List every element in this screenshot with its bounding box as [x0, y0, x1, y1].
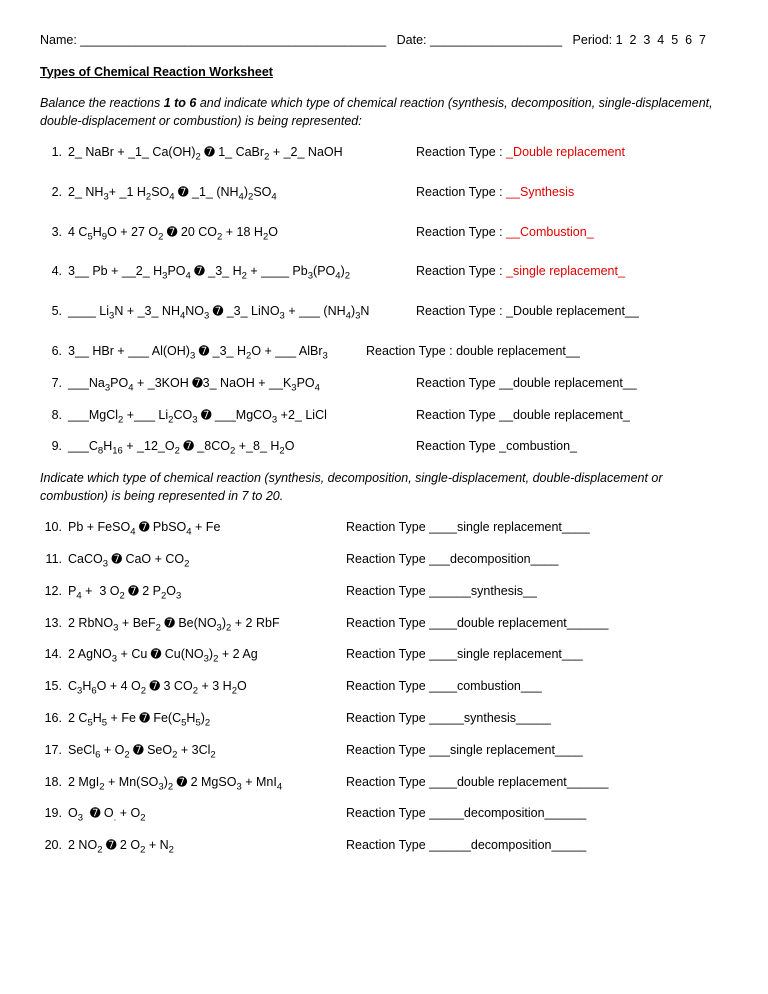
question-number: 1. — [40, 144, 68, 162]
reaction-type[interactable]: Reaction Type __double replacement_ — [398, 407, 728, 425]
equation: O3 ➐ O. + O2 — [68, 805, 328, 825]
equation: 4 C5H9O + 27 O2 ➐ 20 CO2 + 18 H2O — [68, 224, 398, 244]
question-13: 13.2 RbNO3 + BeF2 ➐ Be(NO3)2 + 2 RbFReac… — [40, 615, 728, 635]
equation: ___MgCl2 +___ Li2CO3 ➐ ___MgCO3 +2_ LiCl — [68, 407, 398, 427]
question-7: 7.___Na3PO4 + _3KOH ➐3_ NaOH + __K3PO4Re… — [40, 375, 728, 395]
question-6: 6.3__ HBr + ___ Al(OH)3 ➐ _3_ H2O + ___ … — [40, 343, 728, 363]
question-2: 2.2_ NH3+ _1 H2SO4 ➐ _1_ (NH4)2SO4Reacti… — [40, 184, 728, 204]
instructions-1: Balance the reactions 1 to 6 and indicat… — [40, 95, 728, 130]
question-18: 18.2 MgI2 + Mn(SO3)2 ➐ 2 MgSO3 + MnI4Rea… — [40, 774, 728, 794]
equation: C3H6O + 4 O2 ➐ 3 CO2 + 3 H2O — [68, 678, 328, 698]
reaction-type[interactable]: Reaction Type __double replacement__ — [398, 375, 728, 393]
question-number: 6. — [40, 343, 68, 361]
question-number: 15. — [40, 678, 68, 696]
reaction-type[interactable]: Reaction Type ______synthesis__ — [328, 583, 728, 601]
instr1-bold: 1 to 6 — [164, 96, 197, 110]
instructions-2: Indicate which type of chemical reaction… — [40, 470, 728, 505]
worksheet-title: Types of Chemical Reaction Worksheet — [40, 64, 728, 82]
reaction-type[interactable]: Reaction Type _combustion_ — [398, 438, 728, 456]
question-number: 3. — [40, 224, 68, 242]
question-number: 5. — [40, 303, 68, 321]
equation: 3__ HBr + ___ Al(OH)3 ➐ _3_ H2O + ___ Al… — [68, 343, 348, 363]
question-number: 20. — [40, 837, 68, 855]
equation: 2 NO2 ➐ 2 O2 + N2 — [68, 837, 328, 857]
equation: ____ Li3N + _3_ NH4NO3 ➐ _3_ LiNO3 + ___… — [68, 303, 398, 323]
question-1: 1.2_ NaBr + _1_ Ca(OH)2 ➐ 1_ CaBr2 + _2_… — [40, 144, 728, 164]
question-15: 15.C3H6O + 4 O2 ➐ 3 CO2 + 3 H2OReaction … — [40, 678, 728, 698]
question-number: 7. — [40, 375, 68, 393]
reaction-type[interactable]: Reaction Type ____combustion___ — [328, 678, 728, 696]
equation: 2 MgI2 + Mn(SO3)2 ➐ 2 MgSO3 + MnI4 — [68, 774, 328, 794]
reaction-type[interactable]: Reaction Type _____decomposition______ — [328, 805, 728, 823]
period-field[interactable]: Period: 1 2 3 4 5 6 7 — [573, 33, 706, 47]
question-16: 16.2 C5H5 + Fe ➐ Fe(C5H5)2Reaction Type … — [40, 710, 728, 730]
equation: Pb + FeSO4 ➐ PbSO4 + Fe — [68, 519, 328, 539]
equation: 2 RbNO3 + BeF2 ➐ Be(NO3)2 + 2 RbF — [68, 615, 328, 635]
question-11: 11.CaCO3 ➐ CaO + CO2Reaction Type ___dec… — [40, 551, 728, 571]
reaction-type[interactable]: Reaction Type _____synthesis_____ — [328, 710, 728, 728]
question-4: 4.3__ Pb + __2_ H3PO4 ➐ _3_ H2 + ____ Pb… — [40, 263, 728, 283]
equation: 3__ Pb + __2_ H3PO4 ➐ _3_ H2 + ____ Pb3(… — [68, 263, 398, 283]
question-number: 8. — [40, 407, 68, 425]
question-9: 9.___C8H16 + _12_O2 ➐ _8CO2 +_8_ H2OReac… — [40, 438, 728, 458]
header-row: Name: __________________________________… — [40, 32, 728, 50]
question-number: 18. — [40, 774, 68, 792]
reaction-type[interactable]: Reaction Type ___decomposition____ — [328, 551, 728, 569]
questions-10-20: 10.Pb + FeSO4 ➐ PbSO4 + FeReaction Type … — [40, 519, 728, 857]
question-12: 12.P4 + 3 O2 ➐ 2 P2O3Reaction Type _____… — [40, 583, 728, 603]
reaction-type[interactable]: Reaction Type ____double replacement____… — [328, 615, 728, 633]
question-17: 17.SeCl6 + O2 ➐ SeO2 + 3Cl2Reaction Type… — [40, 742, 728, 762]
name-field[interactable]: Name: __________________________________… — [40, 33, 386, 47]
question-number: 17. — [40, 742, 68, 760]
question-3: 3.4 C5H9O + 27 O2 ➐ 20 CO2 + 18 H2OReact… — [40, 224, 728, 244]
question-14: 14.2 AgNO3 + Cu ➐ Cu(NO3)2 + 2 AgReactio… — [40, 646, 728, 666]
equation: 2 C5H5 + Fe ➐ Fe(C5H5)2 — [68, 710, 328, 730]
reaction-type[interactable]: Reaction Type ____single replacement___ — [328, 646, 728, 664]
reaction-type[interactable]: Reaction Type ______decomposition_____ — [328, 837, 728, 855]
date-field[interactable]: Date: ___________________ — [397, 33, 562, 47]
question-number: 16. — [40, 710, 68, 728]
question-number: 4. — [40, 263, 68, 281]
reaction-type[interactable]: Reaction Type : _Double replacement — [398, 144, 728, 162]
question-number: 10. — [40, 519, 68, 537]
reaction-type[interactable]: Reaction Type : __Synthesis — [398, 184, 728, 202]
question-number: 19. — [40, 805, 68, 823]
question-number: 2. — [40, 184, 68, 202]
equation: ___Na3PO4 + _3KOH ➐3_ NaOH + __K3PO4 — [68, 375, 398, 395]
question-10: 10.Pb + FeSO4 ➐ PbSO4 + FeReaction Type … — [40, 519, 728, 539]
equation: 2 AgNO3 + Cu ➐ Cu(NO3)2 + 2 Ag — [68, 646, 328, 666]
question-8: 8.___MgCl2 +___ Li2CO3 ➐ ___MgCO3 +2_ Li… — [40, 407, 728, 427]
equation: CaCO3 ➐ CaO + CO2 — [68, 551, 328, 571]
question-number: 12. — [40, 583, 68, 601]
equation: ___C8H16 + _12_O2 ➐ _8CO2 +_8_ H2O — [68, 438, 398, 458]
question-20: 20.2 NO2 ➐ 2 O2 + N2Reaction Type ______… — [40, 837, 728, 857]
question-5: 5.____ Li3N + _3_ NH4NO3 ➐ _3_ LiNO3 + _… — [40, 303, 728, 323]
questions-1-9: 1.2_ NaBr + _1_ Ca(OH)2 ➐ 1_ CaBr2 + _2_… — [40, 144, 728, 458]
question-19: 19.O3 ➐ O. + O2Reaction Type _____decomp… — [40, 805, 728, 825]
equation: 2_ NH3+ _1 H2SO4 ➐ _1_ (NH4)2SO4 — [68, 184, 398, 204]
equation: SeCl6 + O2 ➐ SeO2 + 3Cl2 — [68, 742, 328, 762]
question-number: 14. — [40, 646, 68, 664]
equation: 2_ NaBr + _1_ Ca(OH)2 ➐ 1_ CaBr2 + _2_ N… — [68, 144, 398, 164]
reaction-type[interactable]: Reaction Type ____double replacement____… — [328, 774, 728, 792]
reaction-type[interactable]: Reaction Type : _Double replacement__ — [398, 303, 728, 321]
reaction-type[interactable]: Reaction Type ___single replacement____ — [328, 742, 728, 760]
question-number: 9. — [40, 438, 68, 456]
reaction-type[interactable]: Reaction Type ____single replacement____ — [328, 519, 728, 537]
question-number: 11. — [40, 551, 68, 569]
equation: P4 + 3 O2 ➐ 2 P2O3 — [68, 583, 328, 603]
instr1-pre: Balance the reactions — [40, 96, 164, 110]
reaction-type[interactable]: Reaction Type : _single replacement_ — [398, 263, 728, 281]
reaction-type[interactable]: Reaction Type : __Combustion_ — [398, 224, 728, 242]
reaction-type[interactable]: Reaction Type : double replacement__ — [348, 343, 728, 361]
question-number: 13. — [40, 615, 68, 633]
